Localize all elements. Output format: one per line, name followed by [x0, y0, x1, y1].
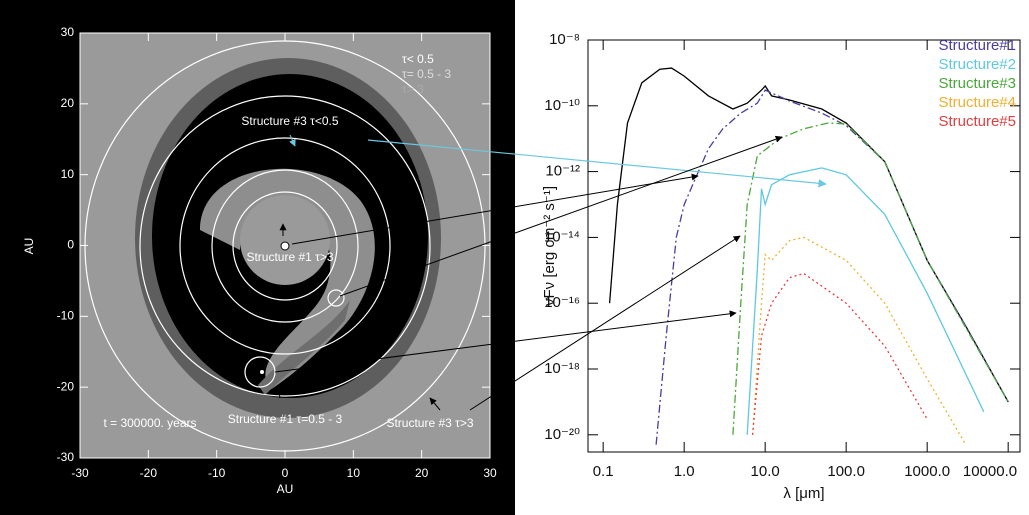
connector [469, 235, 741, 411]
y-tick-label: -30 [57, 450, 75, 464]
pointer [275, 385, 283, 399]
connector [367, 139, 827, 188]
y-tick-label: 0 [67, 238, 74, 252]
x-tick-label: 0 [282, 466, 289, 480]
x-tick-label: 1000.0 [904, 463, 950, 480]
x-tick-label: -30 [71, 466, 89, 480]
x-tick-label: -20 [140, 466, 158, 480]
annotation: Structure #1 τ=0.5 - 3 [228, 412, 343, 426]
y-axis-label: AU [22, 238, 36, 255]
y-axis-label: νFν [erg cm⁻² s⁻¹] [541, 186, 558, 306]
annotation: t = 300000. years [103, 416, 196, 430]
x-tick-label: 100.0 [827, 463, 865, 480]
plot-area [608, 67, 1009, 446]
x-tick-label: 0.1 [593, 463, 614, 480]
x-tick-label: 10.0 [751, 463, 780, 480]
x-tick-label: 20 [415, 466, 429, 480]
plot-frame [587, 39, 1021, 453]
x-tick-label: 1.0 [674, 463, 695, 480]
y-tick-label: 10⁻¹² [545, 163, 580, 180]
y-tick-label: 10⁻⁸ [549, 31, 580, 48]
y-tick-label: -20 [57, 379, 75, 393]
y-tick-label: 10 [61, 167, 75, 181]
y-tick-label: 10⁻¹⁸ [544, 360, 580, 377]
planet [260, 370, 264, 374]
series-line [751, 272, 928, 435]
x-axis-label: λ [μm] [783, 485, 824, 502]
legend-entry: τ= 0.5 - 3 [402, 67, 451, 81]
x-tick-label: 30 [483, 466, 497, 480]
map-image [80, 33, 490, 458]
y-tick-label: 20 [61, 96, 75, 110]
connector [339, 135, 783, 297]
annotation: Structure #3 τ>3 [386, 416, 473, 430]
inner-core [240, 195, 330, 285]
series-line [746, 167, 985, 435]
legend-entry: Structure#3 [938, 75, 1016, 92]
y-tick-label: 10⁻¹⁶ [544, 294, 580, 311]
legend-entry: Structure#4 [938, 94, 1016, 111]
y-tick-label: -10 [57, 309, 75, 323]
pointer [429, 397, 441, 411]
x-tick-label: 10 [347, 466, 361, 480]
x-axis-label: AU [277, 482, 294, 496]
connector [274, 310, 737, 373]
x-tick-label: -10 [208, 466, 226, 480]
legend-entry: Structure#1 [938, 37, 1016, 54]
series-line [732, 122, 1009, 435]
x-tick-label: 10000.0 [963, 463, 1017, 480]
legend-entry: τ< 0.5 [402, 52, 434, 66]
star [280, 241, 290, 251]
annotation: Structure #3 τ<0.5 [241, 114, 338, 128]
annotation: Structure #1 τ>3 [246, 250, 333, 264]
y-tick-label: 10⁻¹⁴ [544, 228, 580, 245]
connector [291, 173, 699, 245]
legend-entry: Structure#2 [938, 56, 1016, 73]
legend-entry: τ> 3 [402, 82, 424, 96]
series-line [655, 89, 1009, 445]
series-line [751, 236, 967, 446]
y-tick-label: 30 [61, 25, 75, 39]
pointer [289, 134, 296, 147]
legend-entry: Structure#5 [938, 113, 1016, 130]
y-tick-label: 10⁻²⁰ [544, 426, 580, 443]
y-tick-label: 10⁻¹⁰ [544, 97, 580, 114]
connector-arrows [274, 135, 827, 411]
